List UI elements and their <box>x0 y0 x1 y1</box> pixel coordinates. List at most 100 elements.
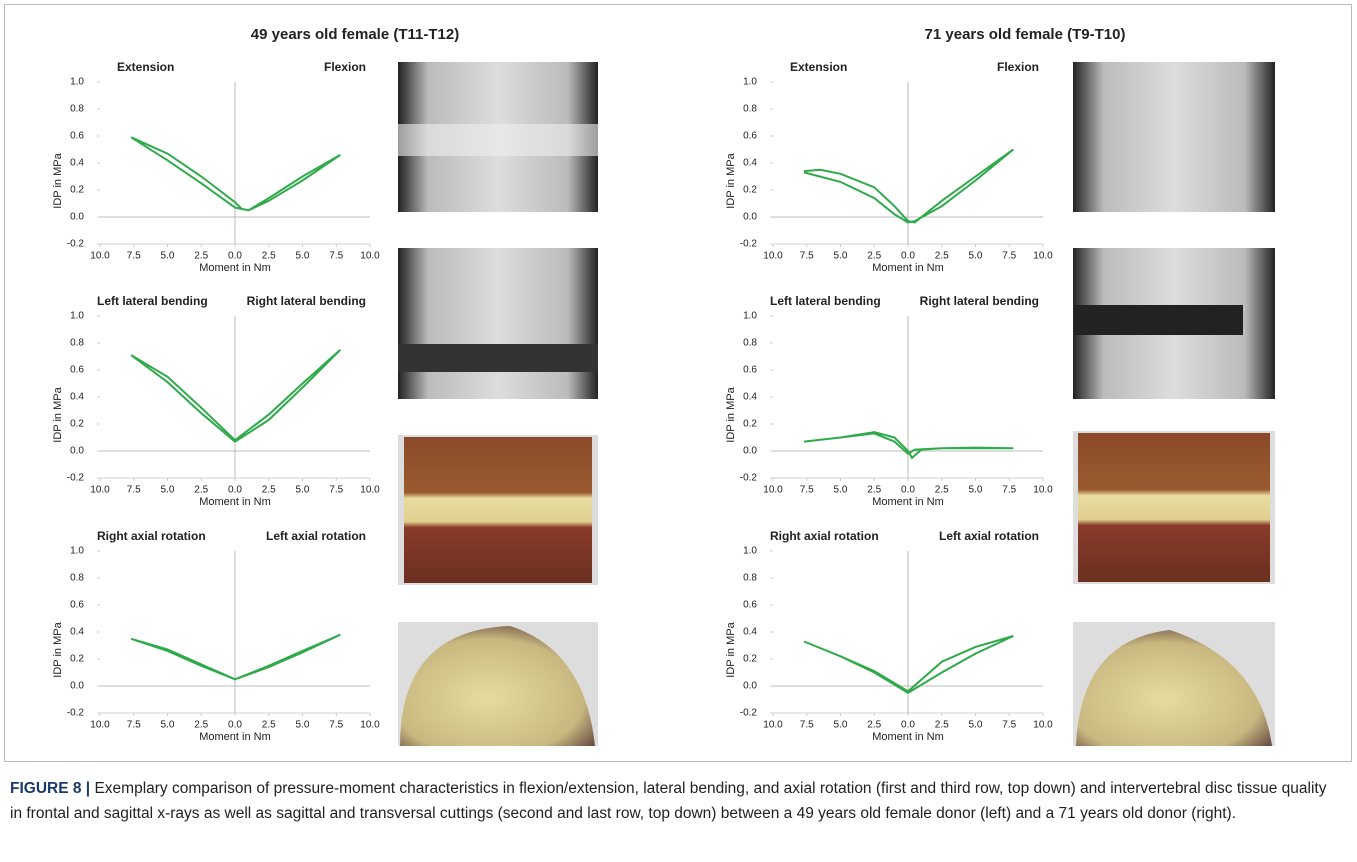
y-tick-label: 0.8 <box>743 338 757 349</box>
y-axis-label: IDP in MPa <box>52 386 64 442</box>
x-tick-label: 7.5 <box>329 720 343 731</box>
y-tick-label: 0.0 <box>70 681 84 692</box>
x-tick-label: 2.5 <box>867 485 881 496</box>
y-axis-label: IDP in MPa <box>725 386 737 442</box>
data-line <box>130 349 342 443</box>
column-title: 71 years old female (T9-T10) <box>925 26 1126 43</box>
data-line <box>130 633 341 681</box>
x-tick-label: 2.5 <box>935 485 949 496</box>
x-tick-label: 0.0 <box>228 485 242 496</box>
annotation: Left lateral bending <box>770 294 881 308</box>
x-tick-label: 5.0 <box>296 251 310 262</box>
x-tick-label: 10.0 <box>90 485 110 496</box>
y-tick-label: 0.6 <box>743 365 757 376</box>
x-tick-label: 5.0 <box>969 720 983 731</box>
x-tick-label: 7.5 <box>127 485 141 496</box>
y-tick-label: 0.4 <box>70 392 84 403</box>
y-tick-label: 1.0 <box>743 311 757 322</box>
y-tick-label: 0.0 <box>743 681 757 692</box>
x-tick-label: 10.0 <box>360 485 380 496</box>
y-tick-label: -0.2 <box>740 473 758 484</box>
annotation: Flexion <box>324 60 366 74</box>
annotation: Left lateral bending <box>97 294 208 308</box>
x-tick-label: 7.5 <box>800 251 814 262</box>
y-axis-label: IDP in MPa <box>52 152 64 208</box>
x-tick-label: 5.0 <box>296 485 310 496</box>
annotation: Left axial rotation <box>266 529 366 543</box>
figure: 49 years old female (T11-T12) 71 years o… <box>52 26 1275 746</box>
y-tick-label: 0.4 <box>743 158 757 169</box>
column-title: 49 years old female (T11-T12) <box>251 26 459 43</box>
specimen-images <box>398 62 1275 746</box>
data-line <box>803 635 1014 694</box>
x-axis-label: Moment in Nm <box>872 496 944 508</box>
y-tick-label: 0.6 <box>70 131 84 142</box>
y-tick-label: 0.0 <box>743 446 757 457</box>
y-tick-label: -0.2 <box>740 239 758 250</box>
y-tick-label: 1.0 <box>743 77 757 88</box>
y-tick-label: 0.8 <box>70 338 84 349</box>
x-tick-label: 7.5 <box>329 485 343 496</box>
annotation: Extension <box>790 60 847 74</box>
xray-gap <box>1073 305 1243 335</box>
x-tick-label: 0.0 <box>228 720 242 731</box>
x-tick-label: 10.0 <box>360 720 380 731</box>
x-axis-label: Moment in Nm <box>872 262 944 274</box>
y-axis-label: IDP in MPa <box>52 621 64 677</box>
y-tick-label: 1.0 <box>70 77 84 88</box>
x-tick-label: 5.0 <box>834 251 848 262</box>
y-tick-label: 0.0 <box>70 212 84 223</box>
figure-frame <box>4 4 1352 762</box>
annotation: Right lateral bending <box>247 294 366 308</box>
y-tick-label: -0.2 <box>67 708 85 719</box>
y-tick-label: 0.6 <box>70 365 84 376</box>
x-tick-label: 10.0 <box>1033 485 1053 496</box>
y-tick-label: 0.4 <box>70 158 84 169</box>
annotation: Left axial rotation <box>939 529 1039 543</box>
caption-text: Exemplary comparison of pressure-moment … <box>10 780 1327 822</box>
caption: FIGURE 8 | Exemplary comparison of press… <box>10 776 1340 826</box>
y-tick-label: 0.4 <box>743 627 757 638</box>
x-tick-label: 7.5 <box>127 251 141 262</box>
x-tick-label: 5.0 <box>296 720 310 731</box>
annotation: Extension <box>117 60 174 74</box>
x-tick-label: 10.0 <box>763 251 783 262</box>
y-axis-label: IDP in MPa <box>725 152 737 208</box>
x-tick-label: 0.0 <box>901 485 915 496</box>
x-tick-label: 5.0 <box>161 485 175 496</box>
y-tick-label: 0.6 <box>743 600 757 611</box>
x-tick-label: 5.0 <box>161 720 175 731</box>
x-tick-label: 7.5 <box>1002 720 1016 731</box>
y-tick-label: 0.0 <box>743 212 757 223</box>
y-tick-label: 0.2 <box>70 419 84 430</box>
x-tick-label: 2.5 <box>262 720 276 731</box>
y-tick-label: 0.0 <box>70 446 84 457</box>
annotation: Right lateral bending <box>920 294 1039 308</box>
x-tick-label: 2.5 <box>194 251 208 262</box>
transversal-cut <box>400 626 595 746</box>
y-tick-label: 0.8 <box>70 104 84 115</box>
x-tick-label: 2.5 <box>867 251 881 262</box>
x-tick-label: 2.5 <box>935 720 949 731</box>
x-tick-label: 7.5 <box>1002 251 1016 262</box>
x-tick-label: 10.0 <box>90 251 110 262</box>
x-tick-label: 2.5 <box>935 251 949 262</box>
x-tick-label: 5.0 <box>834 720 848 731</box>
caption-label: FIGURE 8 | <box>10 780 91 797</box>
y-tick-label: 0.8 <box>743 573 757 584</box>
x-tick-label: 10.0 <box>1033 720 1053 731</box>
x-tick-label: 2.5 <box>262 251 276 262</box>
data-line <box>803 148 1014 224</box>
x-axis-label: Moment in Nm <box>199 731 271 743</box>
y-tick-label: -0.2 <box>740 708 758 719</box>
x-tick-label: 10.0 <box>1033 251 1053 262</box>
xray-gap <box>398 344 598 372</box>
xray-frontal <box>1073 62 1275 212</box>
y-tick-label: 0.6 <box>743 131 757 142</box>
x-tick-label: 0.0 <box>228 251 242 262</box>
x-tick-label: 2.5 <box>262 485 276 496</box>
x-tick-label: 5.0 <box>969 485 983 496</box>
x-axis-label: Moment in Nm <box>872 731 944 743</box>
x-tick-label: 7.5 <box>1002 485 1016 496</box>
